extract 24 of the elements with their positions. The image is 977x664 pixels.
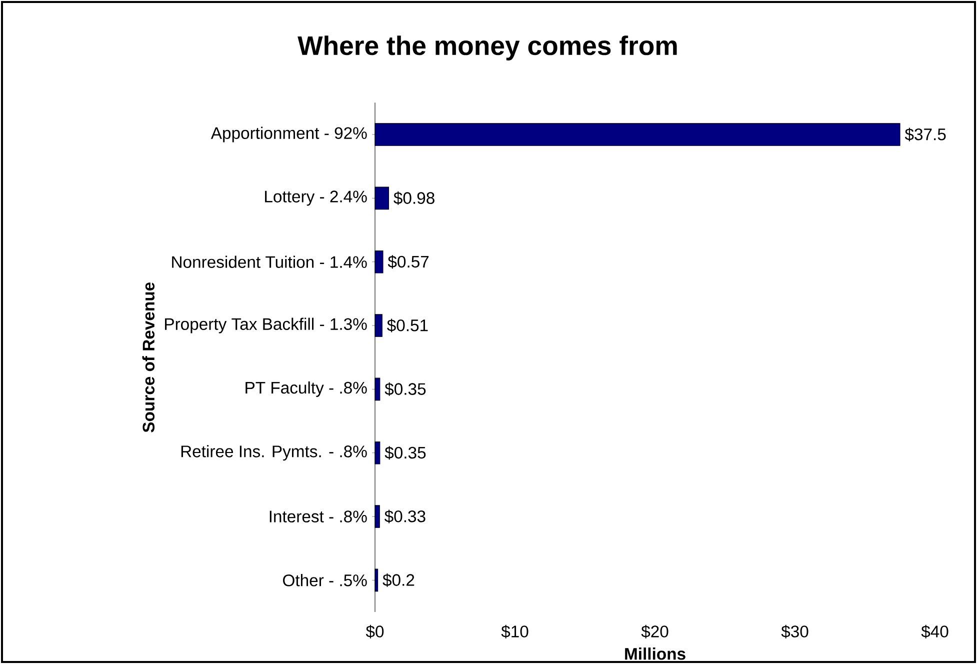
data-label: $0.33 <box>384 510 426 524</box>
data-label: $0.35 <box>384 382 426 396</box>
y-tick-label: Property Tax Backfill - 1.3% <box>165 318 367 334</box>
y-tick-label: PT Faculty - .8% <box>246 381 367 397</box>
data-label: $0.51 <box>387 318 428 332</box>
data-label: $0.35 <box>384 446 426 460</box>
data-label: $0.57 <box>388 255 429 269</box>
x-tick-label: $30 <box>781 624 808 638</box>
chart-title: Where the money comes from <box>298 36 677 60</box>
y-axis-title: Source of Revenue <box>142 282 155 432</box>
y-tick-label: Lottery - 2.4% <box>265 190 367 206</box>
x-tick-label: $40 <box>921 624 948 638</box>
data-label: $37.5 <box>904 128 946 142</box>
y-tick-label: Interest - .8% <box>270 510 367 522</box>
x-tick-label: $0 <box>366 624 384 638</box>
y-tick-label: Apportionment - 92% <box>210 126 367 142</box>
y-tick-label: Retiree Ins. Pymts. - .8% <box>181 445 367 461</box>
x-axis-title: Millions <box>625 648 686 660</box>
y-tick-label: Other - .5% <box>283 574 367 586</box>
y-tick-label: Nonresident Tuition - 1.4% <box>172 256 367 268</box>
x-tick-label: $10 <box>501 624 528 638</box>
data-label: $0.98 <box>394 191 434 205</box>
data-label: $0.2 <box>382 573 414 587</box>
x-tick-label: $20 <box>641 624 668 638</box>
